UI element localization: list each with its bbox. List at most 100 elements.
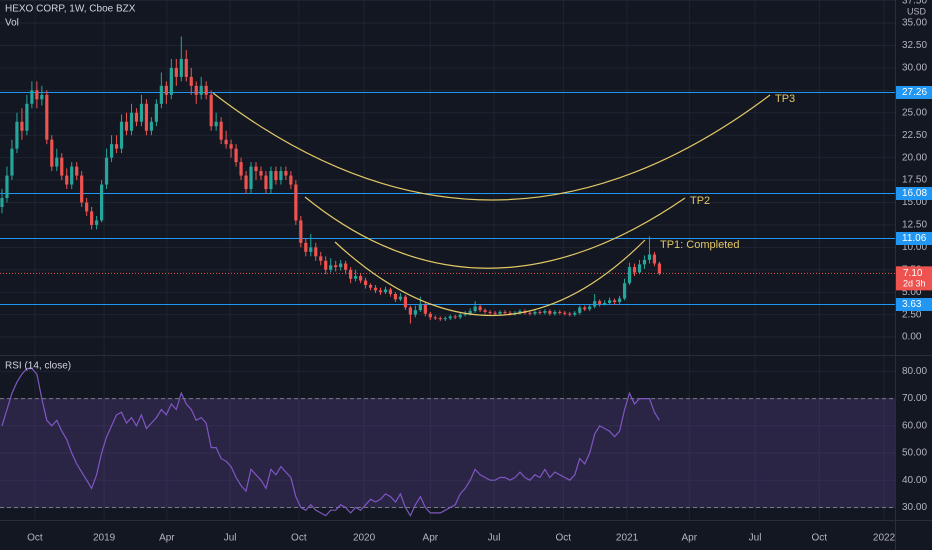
candle-body	[483, 310, 487, 312]
candle-body	[448, 316, 452, 319]
candle-body	[538, 311, 542, 313]
candle-body	[239, 162, 243, 176]
candle-body	[378, 290, 383, 293]
candle-body	[553, 311, 557, 314]
y-tick-label: 0.00	[902, 332, 922, 343]
x-tick-label: Apr	[159, 533, 175, 544]
level-label-box	[896, 298, 932, 311]
candle-body	[603, 302, 607, 304]
candle-body	[573, 312, 577, 315]
candle-body	[627, 267, 632, 284]
candle-body	[403, 296, 408, 308]
candle-body	[224, 139, 228, 145]
candle-body	[35, 90, 39, 100]
y-tick-label: 20.00	[902, 152, 927, 163]
candle-body	[393, 293, 398, 300]
candle-body	[304, 242, 308, 252]
candle-body	[294, 184, 298, 221]
candle-body	[100, 184, 104, 221]
candle-body	[104, 157, 109, 185]
candle-body	[85, 202, 89, 212]
candle-body	[334, 265, 338, 268]
candle-body	[657, 263, 662, 274]
candle-body	[433, 317, 437, 319]
level-label: 3.63	[902, 299, 922, 310]
candle-body	[344, 263, 348, 270]
candle-body	[314, 247, 318, 257]
candle-body	[583, 307, 587, 310]
y-tick-label: 5.00	[902, 287, 922, 298]
candle-body	[204, 85, 208, 95]
candle-body	[568, 313, 572, 315]
candle-body	[423, 304, 427, 314]
candle-body	[309, 247, 313, 252]
candle-body	[622, 283, 627, 299]
candle-body	[229, 144, 233, 149]
candle-body	[299, 220, 303, 243]
candle-body	[398, 296, 403, 300]
rsi-band	[0, 398, 895, 508]
x-tick-label: 2020	[353, 533, 376, 544]
candle-body	[413, 310, 417, 315]
candle-body	[418, 304, 422, 311]
candle-body	[319, 256, 323, 261]
candle-body	[174, 67, 178, 77]
y-tick-label: 32.50	[902, 40, 927, 51]
candle-body	[65, 175, 69, 185]
candle-body	[563, 312, 567, 314]
y-tick-label: 40.00	[902, 475, 927, 486]
x-tick-label: Oct	[812, 533, 828, 544]
candle-body	[647, 254, 652, 260]
candle-body	[50, 139, 54, 167]
candle-body	[478, 306, 482, 311]
y-tick-label: 30.00	[902, 502, 927, 513]
candle-body	[30, 90, 34, 104]
level-label: 27.26	[902, 87, 927, 98]
candle-body	[548, 311, 552, 314]
candle-body	[652, 254, 657, 264]
candle-body	[284, 171, 288, 176]
y-tick-label: 17.50	[902, 175, 927, 186]
candle-body	[408, 307, 412, 315]
candle-body	[533, 311, 537, 314]
candle-body	[458, 314, 462, 318]
y-tick-label: 50.00	[902, 448, 927, 459]
levels	[0, 92, 895, 305]
candle-body	[518, 311, 522, 313]
candle-body	[632, 267, 637, 273]
candle-body	[189, 76, 193, 86]
candle-body	[598, 301, 602, 304]
candle-body	[373, 287, 378, 291]
candle-body	[154, 103, 158, 122]
x-tick-label: 2019	[93, 533, 116, 544]
candle-body	[169, 67, 173, 95]
candle-body	[109, 144, 114, 158]
annotation: TP3	[775, 93, 795, 105]
x-tick-label: Jul	[749, 533, 762, 544]
y-tick-label: 35.00	[902, 18, 927, 29]
y-tick-label: 15.00	[902, 197, 927, 208]
candle-body	[578, 307, 582, 313]
candle-body	[149, 121, 154, 131]
y-tick-label: 37.50	[902, 0, 927, 6]
x-tick-label: Oct	[556, 533, 572, 544]
y-tick-label: 12.50	[902, 220, 927, 231]
level-label-box	[896, 232, 932, 245]
candle-body	[139, 103, 144, 122]
candle-body	[368, 285, 373, 288]
curves	[212, 92, 771, 317]
candle-body	[70, 166, 74, 185]
candle-body	[249, 166, 253, 190]
annotation: TP2	[690, 195, 710, 207]
x-tick-label: Oct	[291, 533, 307, 544]
x-tick-label: Oct	[27, 533, 43, 544]
axes: Oct 2019 Apr Jul Oct 2020 Apr Jul Oct 2021 Apr Jul O…	[27, 0, 932, 544]
candle-body	[124, 121, 129, 131]
candle-body	[209, 94, 213, 127]
candle-body	[358, 276, 363, 281]
candle-body	[15, 121, 19, 149]
candle-body	[329, 265, 333, 270]
candle-body	[184, 58, 188, 77]
y-tick-label: 60.00	[902, 420, 927, 431]
